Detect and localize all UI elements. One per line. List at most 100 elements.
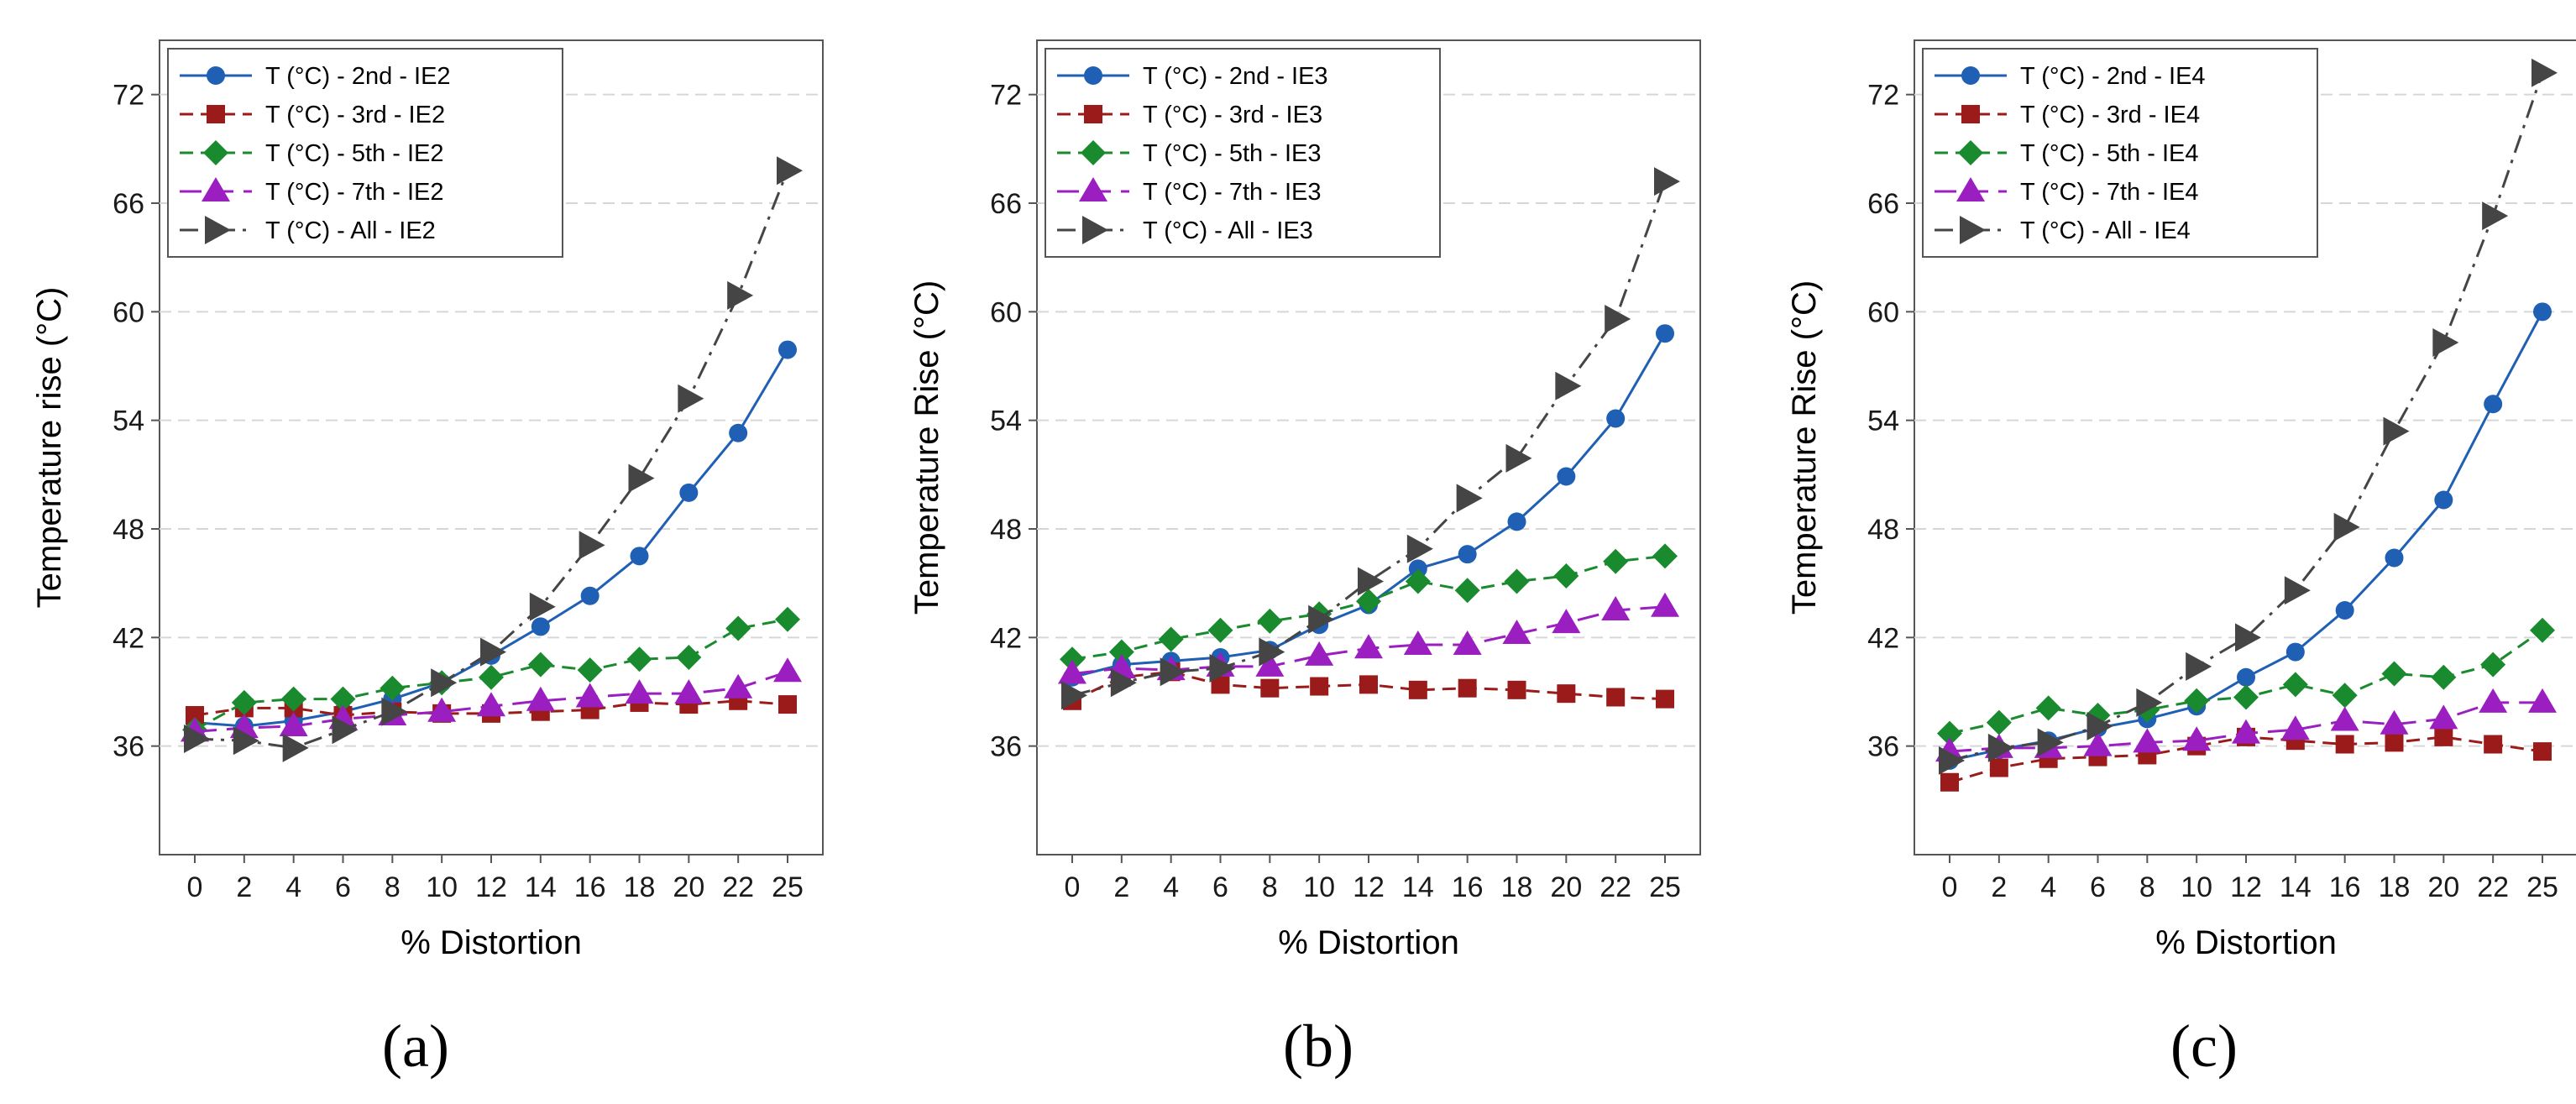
data-point <box>233 726 259 756</box>
data-point <box>724 673 753 699</box>
legend-label: T (°C) - 7th - IE2 <box>265 179 444 206</box>
data-point <box>725 615 751 641</box>
x-tick-label: 16 <box>574 871 606 903</box>
data-point <box>280 686 306 712</box>
data-point <box>186 706 204 725</box>
data-point <box>2434 727 2453 746</box>
x-tick-label: 12 <box>2230 871 2262 903</box>
data-point <box>184 725 210 754</box>
data-point <box>577 657 603 683</box>
data-point <box>1937 720 1962 746</box>
y-tick-label: 42 <box>113 622 144 654</box>
legend-label: T (°C) - 3rd - IE4 <box>2020 102 2200 128</box>
data-point <box>529 592 556 621</box>
data-point <box>1211 675 1230 694</box>
legend-marker <box>1084 66 1102 85</box>
data-point <box>1458 678 1477 698</box>
data-point <box>2533 742 2552 761</box>
data-point <box>626 646 652 672</box>
y-tick-label: 36 <box>990 731 1022 763</box>
data-point <box>2237 667 2255 687</box>
data-point <box>676 645 702 671</box>
data-point <box>2333 512 2360 542</box>
data-point <box>1406 534 1433 563</box>
data-point <box>729 423 748 442</box>
data-point <box>1552 609 1581 634</box>
legend-marker <box>207 66 225 85</box>
data-point <box>1656 324 1674 343</box>
data-point <box>279 711 308 736</box>
x-axis-title: % Distortion <box>1278 924 1459 961</box>
x-tick-label: 20 <box>2427 871 2459 903</box>
data-point <box>2530 617 2555 643</box>
data-point <box>2136 688 2163 717</box>
x-axis-title: % Distortion <box>401 924 582 961</box>
data-point <box>1160 657 1186 687</box>
legend-marker <box>1081 140 1106 165</box>
data-point <box>1504 568 1530 594</box>
data-point <box>427 697 457 722</box>
chart-b-svg: 36 42 48 54 60 66 72 0 2 4 6 8 10 12 14 16 18 20 22 25 % Dis… <box>908 39 1701 961</box>
y-tick-label: 66 <box>1867 188 1899 220</box>
legend-label: T (°C) - 2nd - IE3 <box>1143 63 1328 90</box>
data-point <box>380 675 406 701</box>
x-tick-label: 0 <box>1942 871 1958 903</box>
data-point <box>1356 589 1381 615</box>
data-point <box>1651 592 1679 617</box>
legend-marker <box>205 216 231 244</box>
x-tick-label: 8 <box>2139 871 2155 903</box>
data-point <box>1310 677 1329 696</box>
data-point <box>2432 327 2459 357</box>
data-point <box>330 686 356 712</box>
y-tick-label: 42 <box>1867 622 1899 654</box>
y-tick-label: 54 <box>1867 405 1899 437</box>
series-5 <box>184 156 803 762</box>
x-tick-label: 10 <box>426 871 458 903</box>
x-tick-label: 4 <box>285 871 301 903</box>
y-axis-title: Temperature Rise (°C) <box>1786 280 1823 615</box>
y-tick-label: 60 <box>113 296 144 328</box>
data-point <box>2484 735 2503 754</box>
legend-marker <box>202 177 230 201</box>
x-tick-label: 6 <box>335 871 351 903</box>
series-3 <box>182 606 800 743</box>
data-point <box>625 679 654 704</box>
x-tick-label: 22 <box>722 871 754 903</box>
series-5 <box>1939 58 2558 775</box>
data-point <box>1061 681 1087 710</box>
data-point <box>1553 563 1579 589</box>
chart-panel-b: 36 42 48 54 60 66 72 0 2 4 6 8 10 12 14 16 18 20 22 25 % Dis… <box>877 0 1734 1104</box>
data-point <box>2186 651 2212 681</box>
data-point <box>579 531 605 560</box>
x-tick-label: 2 <box>1113 871 1129 903</box>
data-point <box>231 689 257 715</box>
data-point <box>1654 167 1680 196</box>
data-point <box>1656 689 1674 709</box>
data-point <box>2479 688 2508 713</box>
y-tick-label: 66 <box>990 188 1022 220</box>
data-point <box>2332 683 2358 709</box>
data-point <box>2429 704 2458 730</box>
data-point <box>1987 733 2014 762</box>
data-point <box>1359 675 1378 694</box>
data-point <box>1358 567 1384 596</box>
data-point <box>775 606 800 632</box>
legend-label: T (°C) - 2nd - IE2 <box>265 63 451 90</box>
data-point <box>2232 719 2260 744</box>
x-tick-label: 20 <box>673 871 704 903</box>
data-point <box>2431 664 2457 690</box>
data-point <box>778 340 797 359</box>
series-5 <box>1061 167 1680 710</box>
data-point <box>1603 548 1629 574</box>
data-point <box>1454 578 1480 604</box>
data-point <box>1605 304 1631 333</box>
data-point <box>2035 695 2061 721</box>
x-tick-label: 22 <box>1600 871 1631 903</box>
legend-label: T (°C) - All - IE3 <box>1143 217 1313 244</box>
x-tick-label: 14 <box>2280 871 2312 903</box>
y-tick-label: 36 <box>113 731 144 763</box>
chart-panel-a: 36 42 48 54 60 66 72 0 2 4 6 8 10 12 14 16 18 20 22 25 % Dis… <box>0 0 856 1104</box>
legend-label: T (°C) - 5th - IE3 <box>1143 140 1322 167</box>
legend-label: T (°C) - 3rd - IE3 <box>1143 102 1322 128</box>
data-point <box>1405 568 1431 594</box>
